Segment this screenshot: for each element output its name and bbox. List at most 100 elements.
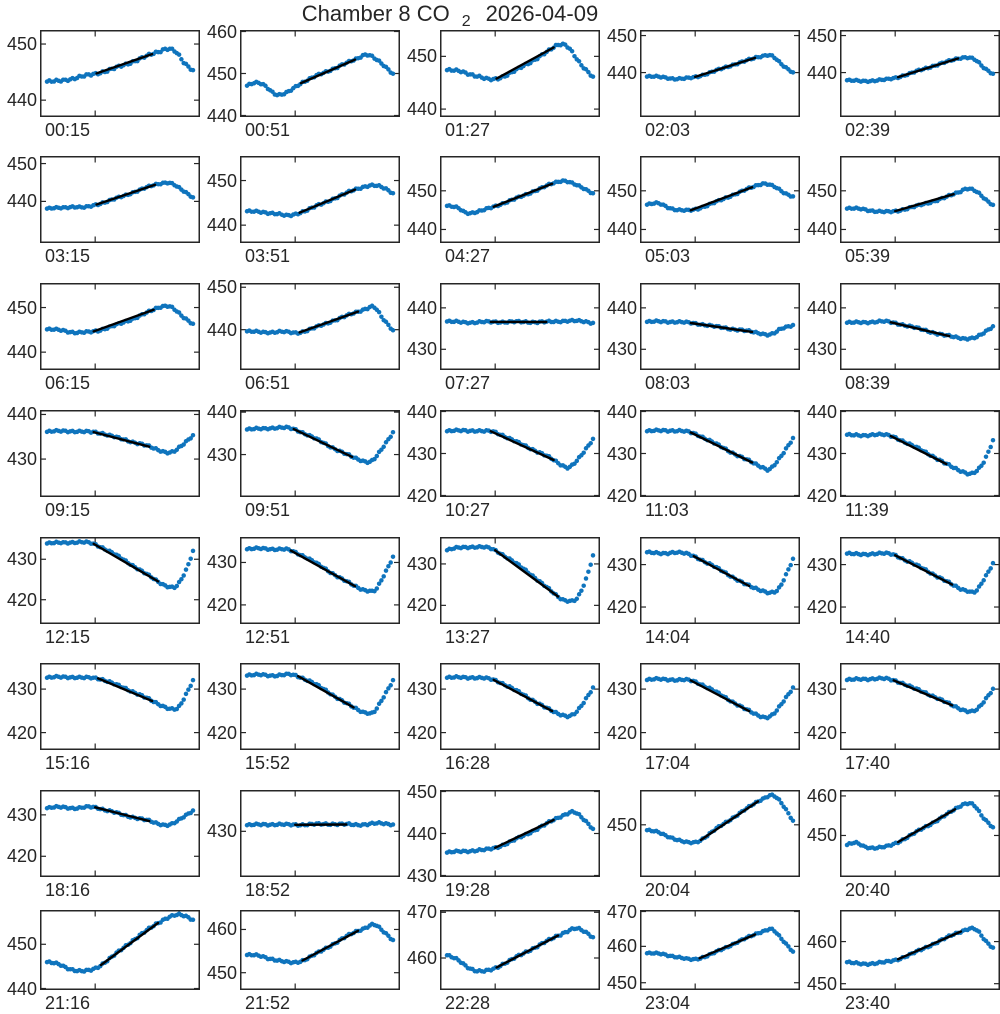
fit-line <box>698 933 757 960</box>
subplot-11:39: 420 430 440 11:39 <box>800 402 1000 521</box>
scatter-plot <box>840 663 1000 750</box>
y-tick-label: 450 <box>806 25 837 46</box>
data-dots <box>244 182 396 219</box>
subplot-17:40: 420 430 17:40 <box>800 663 1000 774</box>
scatter-plot <box>440 283 600 370</box>
time-label: 14:04 <box>645 627 691 647</box>
y-tick-label: 420 <box>406 595 437 616</box>
tick-marks <box>841 157 999 242</box>
fit-line <box>92 542 160 583</box>
fit-line <box>489 430 555 462</box>
time-label: 00:15 <box>45 120 91 140</box>
y-tick-label: 450 <box>206 170 237 191</box>
fit-line <box>95 52 154 75</box>
subplot-08:03: 430 440 08:03 <box>600 283 800 394</box>
subplot-16:28: 420 430 16:28 <box>400 663 600 774</box>
y-tick-label: 420 <box>6 589 37 610</box>
subplot-11:03: 420 430 440 11:03 <box>600 402 800 521</box>
y-tick-label: 420 <box>606 722 637 743</box>
y-tick-label: 440 <box>206 215 237 236</box>
subplot-18:52: 430 18:52 <box>200 790 400 901</box>
y-tick-label: 440 <box>6 979 37 999</box>
tick-marks <box>441 410 599 497</box>
tick-marks <box>41 157 199 242</box>
y-tick-label: 440 <box>806 297 837 318</box>
y-tick-label: 450 <box>206 63 237 84</box>
figure-title: Chamber 8 CO 2 2026-04-09 <box>0 1 900 31</box>
scatter-plot <box>640 537 800 624</box>
subplot-18:16: 420 430 18:16 <box>0 790 200 901</box>
time-label: 13:27 <box>445 627 491 647</box>
data-dots <box>644 181 796 214</box>
y-tick-label: 430 <box>606 554 637 575</box>
subplot-05:03: 440 450 05:03 <box>600 156 800 267</box>
fit-line <box>298 310 360 334</box>
time-label: 09:15 <box>45 500 91 520</box>
time-label: 04:27 <box>445 246 491 266</box>
scatter-plot <box>240 156 400 243</box>
fit-line <box>689 679 751 713</box>
data-dots <box>644 52 796 82</box>
data-dots <box>844 186 996 215</box>
scatter-plot <box>440 910 600 990</box>
data-dots <box>444 543 596 604</box>
tick-marks <box>41 411 199 496</box>
time-label: 06:15 <box>45 373 91 393</box>
data-dots <box>244 303 396 336</box>
tick-marks <box>841 31 999 116</box>
data-dots <box>44 911 196 974</box>
tick-marks <box>641 31 799 116</box>
time-label: 20:40 <box>845 880 891 900</box>
subplot-15:16: 420 430 15:16 <box>0 663 200 774</box>
time-label: 15:16 <box>45 753 91 773</box>
tick-marks <box>641 538 799 623</box>
y-tick-label: 430 <box>806 339 837 360</box>
time-label: 19:28 <box>445 880 491 900</box>
data-dots <box>44 427 196 456</box>
y-tick-label: 430 <box>406 553 437 574</box>
fit-line <box>92 430 151 448</box>
tick-marks <box>241 284 399 369</box>
fit-line <box>896 930 963 961</box>
y-tick-label: 460 <box>806 785 837 806</box>
y-tick-label: 450 <box>606 972 637 993</box>
subplot-23:40: 450 460 23:40 <box>800 910 1000 1014</box>
y-tick-label: 450 <box>6 297 37 318</box>
fit-line <box>692 555 751 588</box>
y-tick-label: 420 <box>206 722 237 743</box>
time-label: 02:03 <box>645 120 691 140</box>
subplot-09:15: 430 440 09:15 <box>0 404 200 521</box>
subplot-06:51: 440 450 06:51 <box>200 277 400 394</box>
scatter-plot <box>40 410 200 497</box>
scatter-plot <box>640 663 800 750</box>
scatter-plot <box>240 283 400 370</box>
fit-line <box>495 46 555 80</box>
fit-line <box>95 183 157 206</box>
scatter-plot <box>40 30 200 117</box>
scatter-plot <box>240 410 400 497</box>
y-tick-label: 440 <box>606 219 637 240</box>
y-tick-label: 450 <box>6 34 37 55</box>
y-tick-label: 470 <box>406 902 437 923</box>
scatter-plot <box>40 283 200 370</box>
tick-marks <box>41 791 199 876</box>
tick-marks <box>641 664 799 749</box>
y-tick-label: 450 <box>406 180 437 201</box>
y-tick-label: 420 <box>6 846 37 867</box>
subplot-20:04: 450 20:04 <box>600 790 800 901</box>
y-tick-label: 440 <box>6 342 37 363</box>
time-label: 07:27 <box>445 373 491 393</box>
scatter-plot <box>40 663 200 750</box>
y-tick-label: 430 <box>406 866 437 886</box>
fit-line <box>99 921 160 967</box>
data-dots <box>244 545 396 594</box>
y-tick-label: 430 <box>206 679 237 700</box>
fit-line <box>94 806 151 823</box>
scatter-plot <box>640 156 800 243</box>
scatter-plot <box>840 156 1000 243</box>
time-label: 05:03 <box>645 246 691 266</box>
time-label: 16:28 <box>445 753 491 773</box>
tick-marks <box>841 284 999 369</box>
y-tick-label: 450 <box>406 782 437 802</box>
